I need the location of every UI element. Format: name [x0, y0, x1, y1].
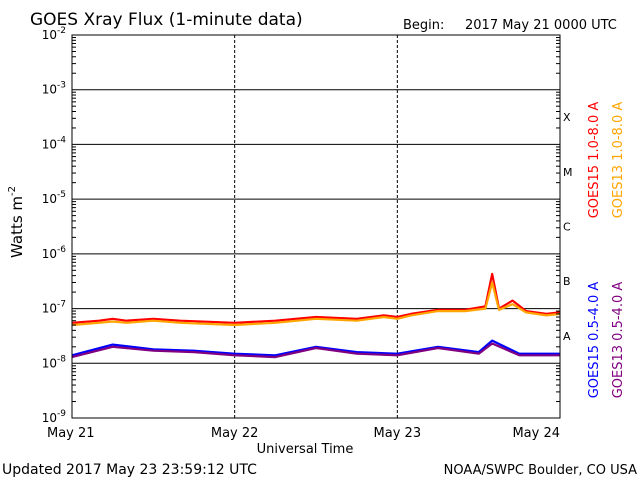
y-axis-label-text: Watts m [8, 196, 26, 258]
y-tick-base: 10 [42, 83, 57, 97]
y-axis-label-exponent: -2 [7, 186, 18, 196]
series-line [71, 339, 560, 357]
y-tick-exponent: -3 [57, 81, 66, 91]
y-tick-base: 10 [42, 356, 57, 370]
legend-entry: GOES15 0.5-4.0 A [587, 282, 602, 399]
flare-class-label: X [563, 111, 571, 124]
grid-lines [72, 35, 560, 418]
x-tick-label: May 21 [47, 426, 95, 441]
y-tick-exponent: -7 [57, 300, 66, 310]
y-tick-label: 10-8 [42, 354, 67, 370]
y-tick-exponent: -9 [57, 409, 66, 419]
legend-entry: GOES13 0.5-4.0 A [611, 282, 626, 399]
y-tick-exponent: -4 [57, 135, 66, 145]
y-tick-label: 10-9 [42, 409, 67, 425]
y-tick-label: 10-6 [42, 245, 67, 261]
series-line [71, 281, 561, 327]
updated-timestamp: Updated 2017 May 23 23:59:12 UTC [2, 462, 257, 478]
series-lines [71, 272, 561, 359]
y-tick-exponent: -5 [57, 190, 66, 200]
y-tick-exponent: -8 [57, 354, 66, 364]
legend: GOES15 1.0-8.0 A GOES13 1.0-8.0 A GOES15 0… [587, 102, 626, 399]
y-tick-base: 10 [42, 192, 57, 206]
y-axis-label-group: Watts m-2 [7, 186, 26, 258]
begin-value: 2017 May 21 0000 UTC [465, 18, 617, 33]
y-tick-exponent: -2 [57, 26, 66, 36]
y-tick-base: 10 [42, 137, 57, 151]
y-tick-base: 10 [42, 302, 57, 316]
y-axis-label: Watts m-2 [7, 186, 26, 258]
flare-class-label: M [563, 166, 573, 179]
y-tick-label: 10-4 [42, 135, 67, 151]
y-tick-base: 10 [42, 411, 57, 425]
y-tick-label: 10-2 [42, 26, 66, 42]
y-tick-label: 10-5 [42, 190, 66, 206]
x-tick-label: May 23 [374, 426, 422, 441]
y-tick-label: 10-7 [42, 300, 66, 316]
legend-entry: GOES15 1.0-8.0 A [587, 102, 602, 219]
series-line [71, 272, 561, 324]
plot-frame [71, 34, 561, 419]
y-tick-exponent: -6 [57, 245, 66, 255]
credit-text: NOAA/SWPC Boulder, CO USA [444, 463, 637, 478]
x-axis-label: Universal Time [257, 442, 354, 457]
legend-entry: GOES13 1.0-8.0 A [611, 102, 626, 219]
y-tick-label: 10-3 [42, 81, 66, 97]
flare-class-label: A [563, 330, 571, 343]
flare-class-label: B [563, 275, 571, 288]
y-tick-base: 10 [42, 28, 57, 42]
series-line [71, 342, 560, 359]
begin-label: Begin: [403, 18, 444, 33]
chart-title: GOES Xray Flux (1-minute data) [30, 10, 303, 30]
x-tick-label: May 22 [211, 426, 259, 441]
flare-class-label: C [563, 221, 571, 234]
y-tick-base: 10 [42, 247, 57, 261]
x-tick-label: May 24 [512, 426, 560, 441]
